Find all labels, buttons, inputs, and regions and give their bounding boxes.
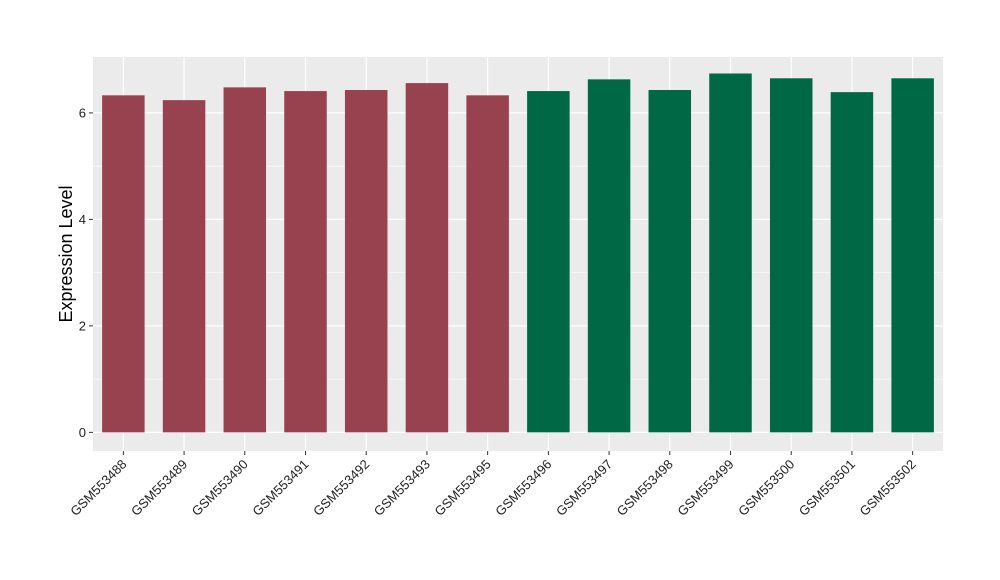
x-tick-label: GSM553499 [674,457,736,519]
x-tick-label: GSM553495 [432,457,494,519]
y-tick-label: 4 [79,212,86,227]
x-tick-label: GSM553491 [249,457,311,519]
y-tick-label: 6 [79,105,86,120]
bar-GSM553488 [102,95,145,433]
bar-GSM553493 [405,83,449,433]
x-tick-label: GSM553501 [796,457,858,519]
x-axis-ticks: GSM553488GSM553489GSM553490GSM553491GSM5… [67,451,919,519]
bar-GSM553489 [162,100,206,433]
x-tick-label: GSM553488 [67,457,129,519]
bar-GSM553499 [709,73,752,433]
y-tick-label: 0 [79,425,86,440]
bar-GSM553490 [223,87,267,433]
bar-GSM553496 [527,91,570,433]
y-tick-label: 2 [79,318,86,333]
bar-GSM553495 [466,95,509,433]
bar-GSM553497 [587,79,631,433]
bar-GSM553501 [830,92,874,433]
x-tick-label: GSM553493 [371,457,433,519]
bar-GSM553498 [648,90,692,433]
x-tick-label: GSM553490 [189,457,251,519]
x-tick-label: GSM553497 [553,457,615,519]
x-tick-label: GSM553500 [735,457,797,519]
y-axis-title: Expression Level [56,185,76,322]
bar-GSM553500 [769,78,813,433]
x-tick-label: GSM553492 [310,457,372,519]
x-tick-label: GSM553502 [857,457,919,519]
bar-GSM553491 [284,91,327,433]
y-axis-ticks: 0 2 4 6 [79,105,93,440]
x-tick-label: GSM553498 [614,457,676,519]
bars [102,73,934,433]
plot-panel [93,57,943,451]
x-tick-label: GSM553496 [492,457,554,519]
x-tick-label: GSM553489 [128,457,190,519]
bar-GSM553502 [891,78,934,433]
bar-GSM553492 [344,90,388,433]
